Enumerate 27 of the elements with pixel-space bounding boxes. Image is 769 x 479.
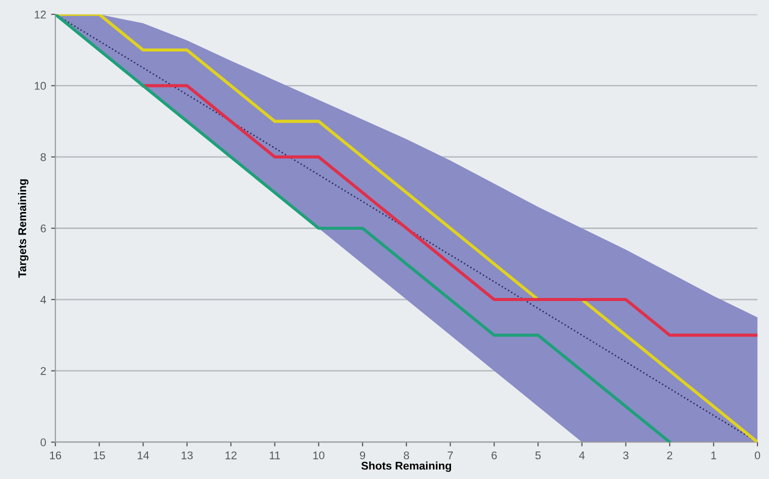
line-series [142, 84, 758, 337]
x-tick-label: 5 [535, 452, 541, 460]
y-tick-label: 6 [40, 224, 46, 232]
y-tick-label: 12 [34, 10, 46, 18]
x-tick-label: 10 [313, 451, 324, 460]
x-tick-label: 1 [711, 452, 716, 460]
x-tick-label: 6 [492, 451, 497, 460]
x-tick-label: 0 [754, 451, 760, 460]
x-tick-label: 8 [404, 451, 410, 460]
x-tick-label: 9 [360, 451, 366, 460]
x-tick-label: 13 [182, 451, 193, 460]
x-tick-label: 7 [448, 452, 453, 460]
x-tick-label: 11 [270, 452, 280, 460]
y-axis-title: Targets Remaining [18, 179, 28, 278]
x-tick-label: 15 [94, 452, 105, 460]
x-axis-title: Shots Remaining [361, 462, 452, 472]
y-tick-label: 8 [40, 153, 46, 162]
y-tick-label: 2 [40, 367, 46, 375]
x-tick-label: 12 [226, 451, 237, 460]
x-tick-label: 14 [138, 452, 149, 460]
x-tick-label: 2 [667, 451, 672, 460]
x-tick-label: 3 [623, 451, 628, 460]
x-tick-label: 16 [50, 451, 62, 460]
y-tick-label: 0 [40, 438, 46, 446]
y-tick-label: 4 [40, 296, 46, 304]
y-tick-label: 10 [34, 82, 46, 90]
x-tick-label: 4 [579, 452, 585, 460]
